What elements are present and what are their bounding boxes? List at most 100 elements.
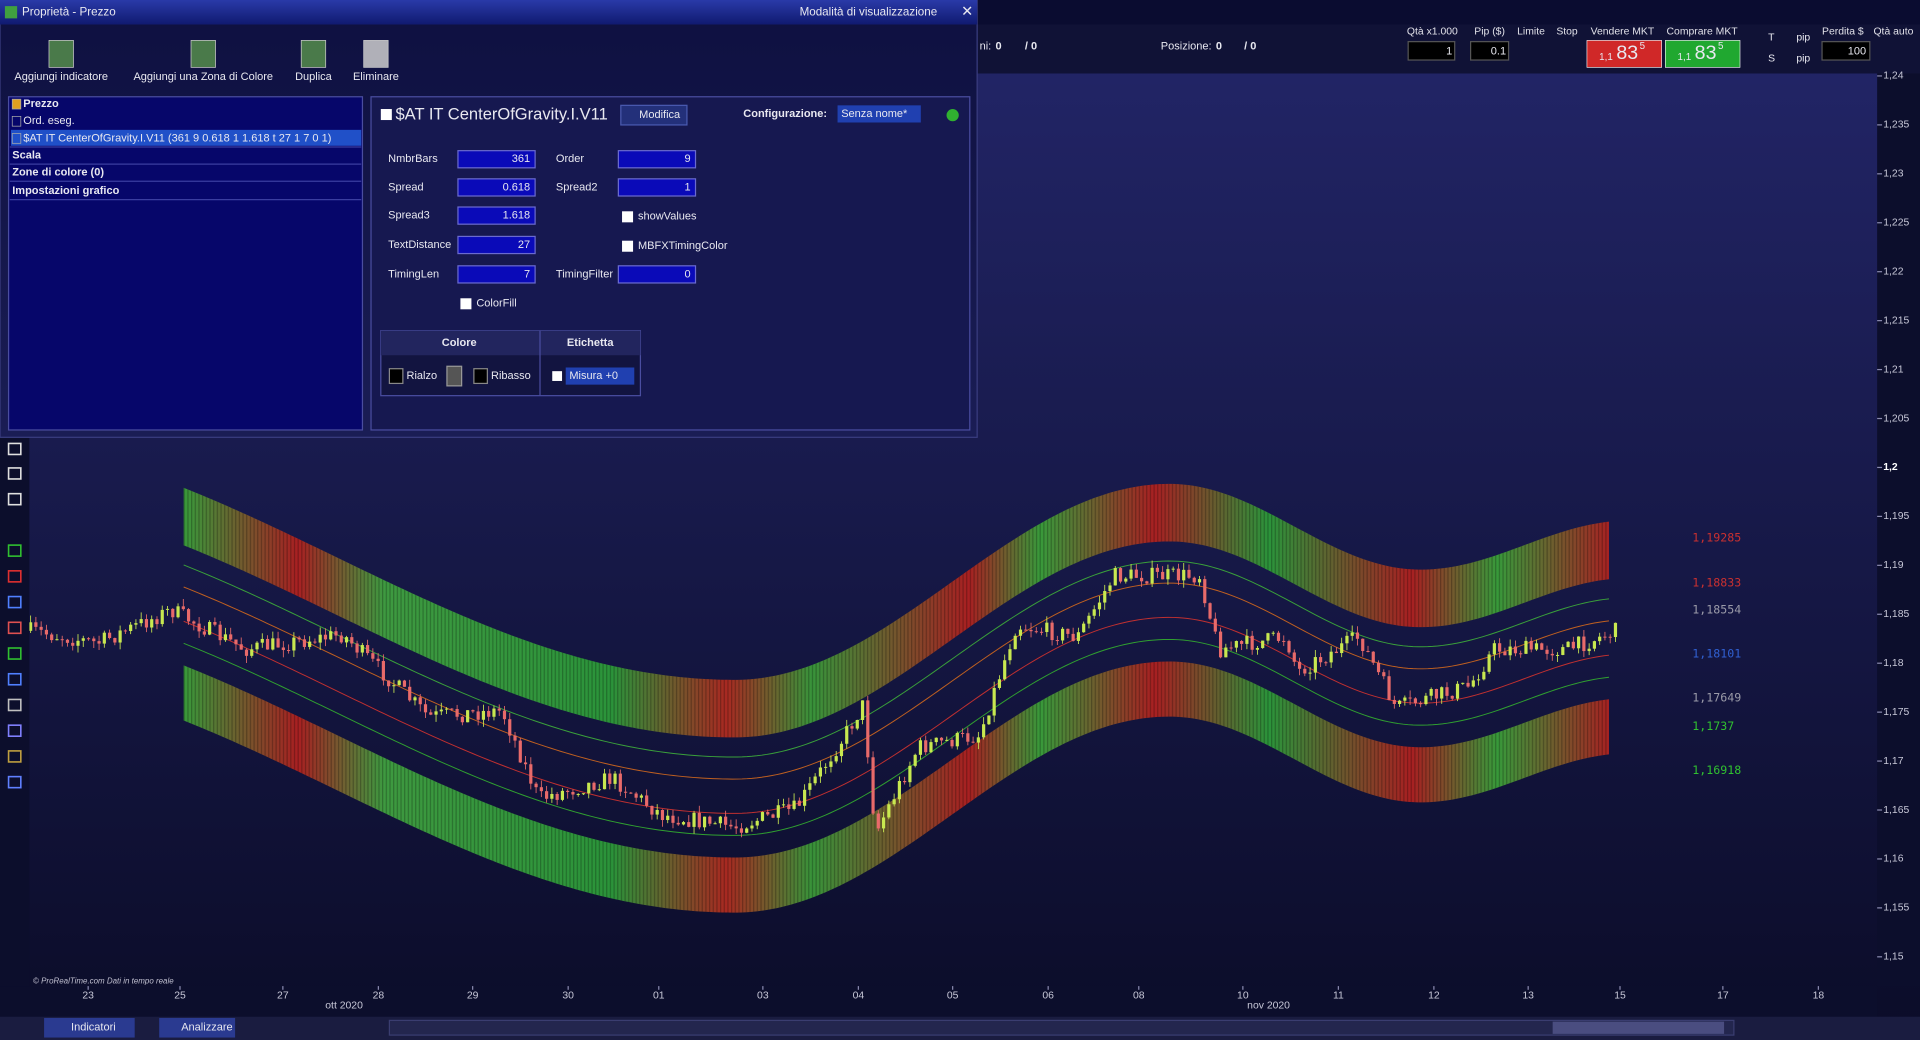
tool-icon[interactable] xyxy=(7,647,22,660)
param-input[interactable] xyxy=(457,150,536,169)
tree-item[interactable]: Scala xyxy=(12,149,42,161)
tree-item[interactable]: $AT IT CenterOfGravity.I.V11 (361 9 0.61… xyxy=(23,132,331,144)
link-icon[interactable] xyxy=(446,365,463,387)
candle xyxy=(1097,602,1102,610)
enable-checkbox[interactable] xyxy=(380,109,392,121)
param-input[interactable] xyxy=(457,206,536,225)
candle xyxy=(982,724,986,738)
tree-item[interactable]: Zone di colore (0) xyxy=(12,167,104,179)
t-label: T xyxy=(1768,33,1775,44)
toolbar-icon[interactable] xyxy=(300,40,327,68)
tree-item[interactable]: Ord. eseg. xyxy=(23,115,74,127)
toolbar-label[interactable]: Duplica xyxy=(295,71,333,83)
candle xyxy=(818,767,822,777)
tree-panel xyxy=(7,96,364,431)
candle xyxy=(34,622,38,627)
qty-input[interactable] xyxy=(1407,41,1456,61)
candle xyxy=(1140,577,1144,582)
tool-icon[interactable] xyxy=(7,570,22,583)
candle xyxy=(271,638,275,650)
candle xyxy=(1429,688,1433,696)
candle xyxy=(244,649,249,656)
candle xyxy=(1066,628,1070,634)
toolbar-label[interactable]: Aggiungi una Zona di Colore xyxy=(133,71,273,83)
candle xyxy=(1513,646,1518,654)
config-dropdown[interactable] xyxy=(837,105,921,123)
toolbar-label[interactable]: Aggiungi indicatore xyxy=(14,71,108,83)
candle xyxy=(102,632,106,644)
dialog-title: Proprietà - Prezzo xyxy=(22,5,116,18)
candle xyxy=(1461,682,1465,684)
candle xyxy=(1519,653,1523,655)
band-hatch xyxy=(183,661,1609,913)
candle xyxy=(1476,679,1481,681)
tool-icon[interactable] xyxy=(7,442,22,456)
checkbox[interactable] xyxy=(460,298,472,310)
candle xyxy=(492,708,496,717)
pip-input[interactable] xyxy=(1470,41,1510,61)
config-label: Configurazione: xyxy=(743,108,827,120)
candle xyxy=(1061,628,1065,641)
candle xyxy=(1276,632,1281,641)
candle xyxy=(560,790,564,800)
param-input[interactable] xyxy=(617,150,697,169)
toolbar-icon[interactable] xyxy=(363,40,389,68)
indicators-button[interactable] xyxy=(44,1017,135,1038)
candle xyxy=(1508,646,1512,656)
tool-icon[interactable] xyxy=(7,775,22,789)
date-tick-label: 18 xyxy=(1813,991,1825,1002)
checkbox[interactable] xyxy=(622,211,634,223)
candle xyxy=(1324,662,1328,664)
label-dropdown[interactable] xyxy=(565,367,635,385)
sell-button[interactable] xyxy=(1586,40,1662,68)
scrollbar[interactable] xyxy=(388,1019,1735,1036)
tool-icon[interactable] xyxy=(7,724,22,738)
param-input[interactable] xyxy=(457,235,536,255)
price-tick-label: 1,19 xyxy=(1883,560,1903,571)
candle xyxy=(871,757,875,814)
tool-icon[interactable] xyxy=(7,698,22,712)
toolbar-icon[interactable] xyxy=(190,40,216,68)
tool-icon[interactable] xyxy=(7,544,22,557)
candle xyxy=(1013,635,1017,650)
candle xyxy=(1524,640,1528,654)
candle xyxy=(1208,603,1212,619)
param-input[interactable] xyxy=(617,265,697,284)
candle xyxy=(371,653,375,659)
param-input[interactable] xyxy=(457,178,536,197)
candle xyxy=(645,795,649,806)
buy-button[interactable] xyxy=(1665,40,1741,68)
loss-value: 100 xyxy=(1848,45,1866,57)
toolbar-icon[interactable] xyxy=(48,40,74,68)
add-config[interactable] xyxy=(946,109,959,122)
candle xyxy=(487,710,491,717)
candle xyxy=(850,726,854,729)
tool-icon[interactable] xyxy=(7,750,22,763)
tool-icon[interactable] xyxy=(7,492,22,506)
loss-input[interactable] xyxy=(1821,41,1871,61)
tool-icon[interactable] xyxy=(7,467,22,480)
toolbar-label[interactable]: Eliminare xyxy=(353,71,399,83)
analyze-button[interactable] xyxy=(159,1017,236,1038)
fall-color[interactable] xyxy=(473,368,488,385)
checkbox[interactable] xyxy=(622,240,634,252)
candle xyxy=(913,754,917,766)
tool-icon[interactable] xyxy=(7,595,22,609)
candle xyxy=(587,782,591,794)
scroll-thumb[interactable] xyxy=(1552,1021,1725,1034)
edit-button[interactable] xyxy=(620,104,688,126)
label-checkbox[interactable] xyxy=(552,371,563,381)
view-mode[interactable]: Modalità di visualizzazione xyxy=(800,5,938,18)
param-input[interactable] xyxy=(617,178,697,197)
selected-row[interactable] xyxy=(11,129,362,146)
param-input[interactable] xyxy=(457,265,536,284)
rise-color[interactable] xyxy=(388,368,404,385)
close-button[interactable]: ✕ xyxy=(961,4,973,20)
tool-icon[interactable] xyxy=(7,621,22,635)
gravity-line xyxy=(183,638,1610,836)
date-tick-label: 11 xyxy=(1333,991,1344,1002)
tool-icon[interactable] xyxy=(7,672,22,686)
tree-item[interactable]: Prezzo xyxy=(23,98,59,110)
tree-item[interactable]: Impostazioni grafico xyxy=(12,185,119,197)
